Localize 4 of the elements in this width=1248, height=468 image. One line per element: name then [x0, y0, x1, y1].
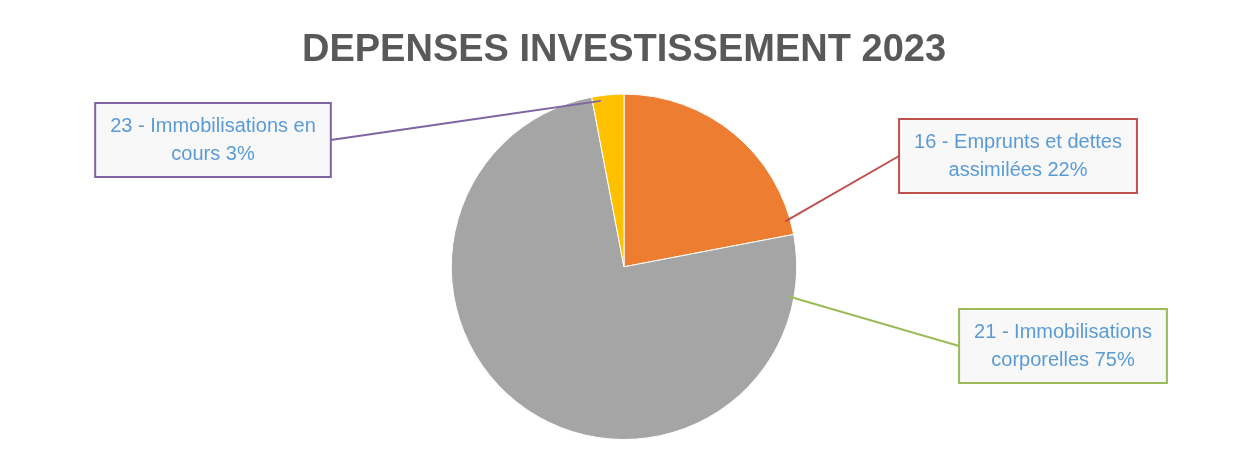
slice-label: 16 - Emprunts et dettes assimilées 22%: [914, 129, 1122, 180]
slice-label: 21 - Immobilisations corporelles 75%: [974, 319, 1152, 370]
slice-label: 23 - Immobilisations en cours 3%: [110, 113, 316, 164]
chart-title: DEPENSES INVESTISSEMENT 2023: [301, 27, 947, 70]
